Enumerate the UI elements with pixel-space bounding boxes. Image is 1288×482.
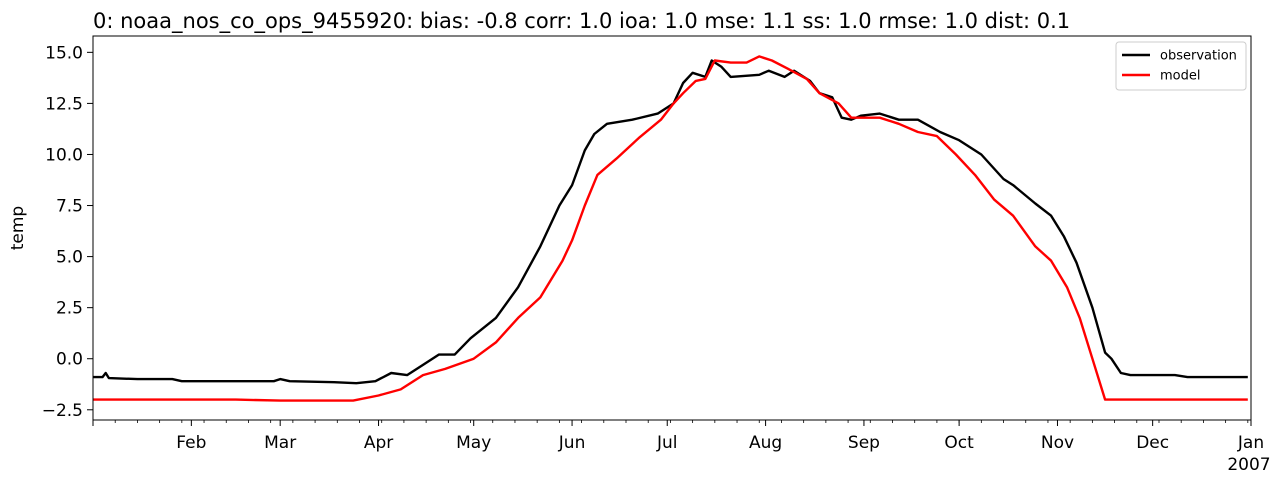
- legend-label-model: model: [1160, 69, 1200, 84]
- x-tick-label: Jul: [656, 433, 678, 453]
- y-axis-ticks: −2.5 0.0 2.5 5.0 7.5 10.0 12.5 15.0: [42, 43, 93, 421]
- y-tick-label: 0.0: [56, 350, 83, 370]
- legend: observation model: [1115, 41, 1247, 91]
- x-tick-label: Sep: [848, 433, 880, 453]
- x-tick-label: Mar: [264, 433, 296, 453]
- y-tick-label: 10.0: [45, 145, 83, 165]
- x-tick-label: Dec: [1136, 433, 1169, 453]
- y-tick-label: 7.5: [56, 197, 83, 217]
- y-tick-label: 2.5: [56, 299, 83, 319]
- y-tick-label: 15.0: [45, 43, 83, 63]
- x-tick-label: Aug: [749, 433, 782, 453]
- y-axis-label: temp: [8, 206, 28, 250]
- series-line-model: [93, 55, 1248, 402]
- x-tick-label: Apr: [364, 433, 393, 453]
- chart-title: 0: noaa_nos_co_ops_9455920: bias: -0.8 c…: [93, 9, 1070, 34]
- x-tick-label: Jan: [1237, 433, 1264, 453]
- x-tick-label: Feb: [176, 433, 206, 453]
- legend-label-observation: observation: [1160, 49, 1237, 64]
- plot-frame: [92, 35, 1252, 421]
- x-tick-label: May: [456, 433, 491, 453]
- y-tick-label: −2.5: [42, 401, 83, 421]
- x-tick-label: Oct: [944, 433, 974, 453]
- x-tick-label: Jun: [558, 433, 586, 453]
- x-tick-label: Nov: [1041, 433, 1074, 453]
- x-tick-sublabel: 2007: [1227, 455, 1270, 475]
- plot-area: [92, 35, 1252, 421]
- y-tick-label: 12.5: [45, 94, 83, 114]
- y-tick-label: 5.0: [56, 248, 83, 268]
